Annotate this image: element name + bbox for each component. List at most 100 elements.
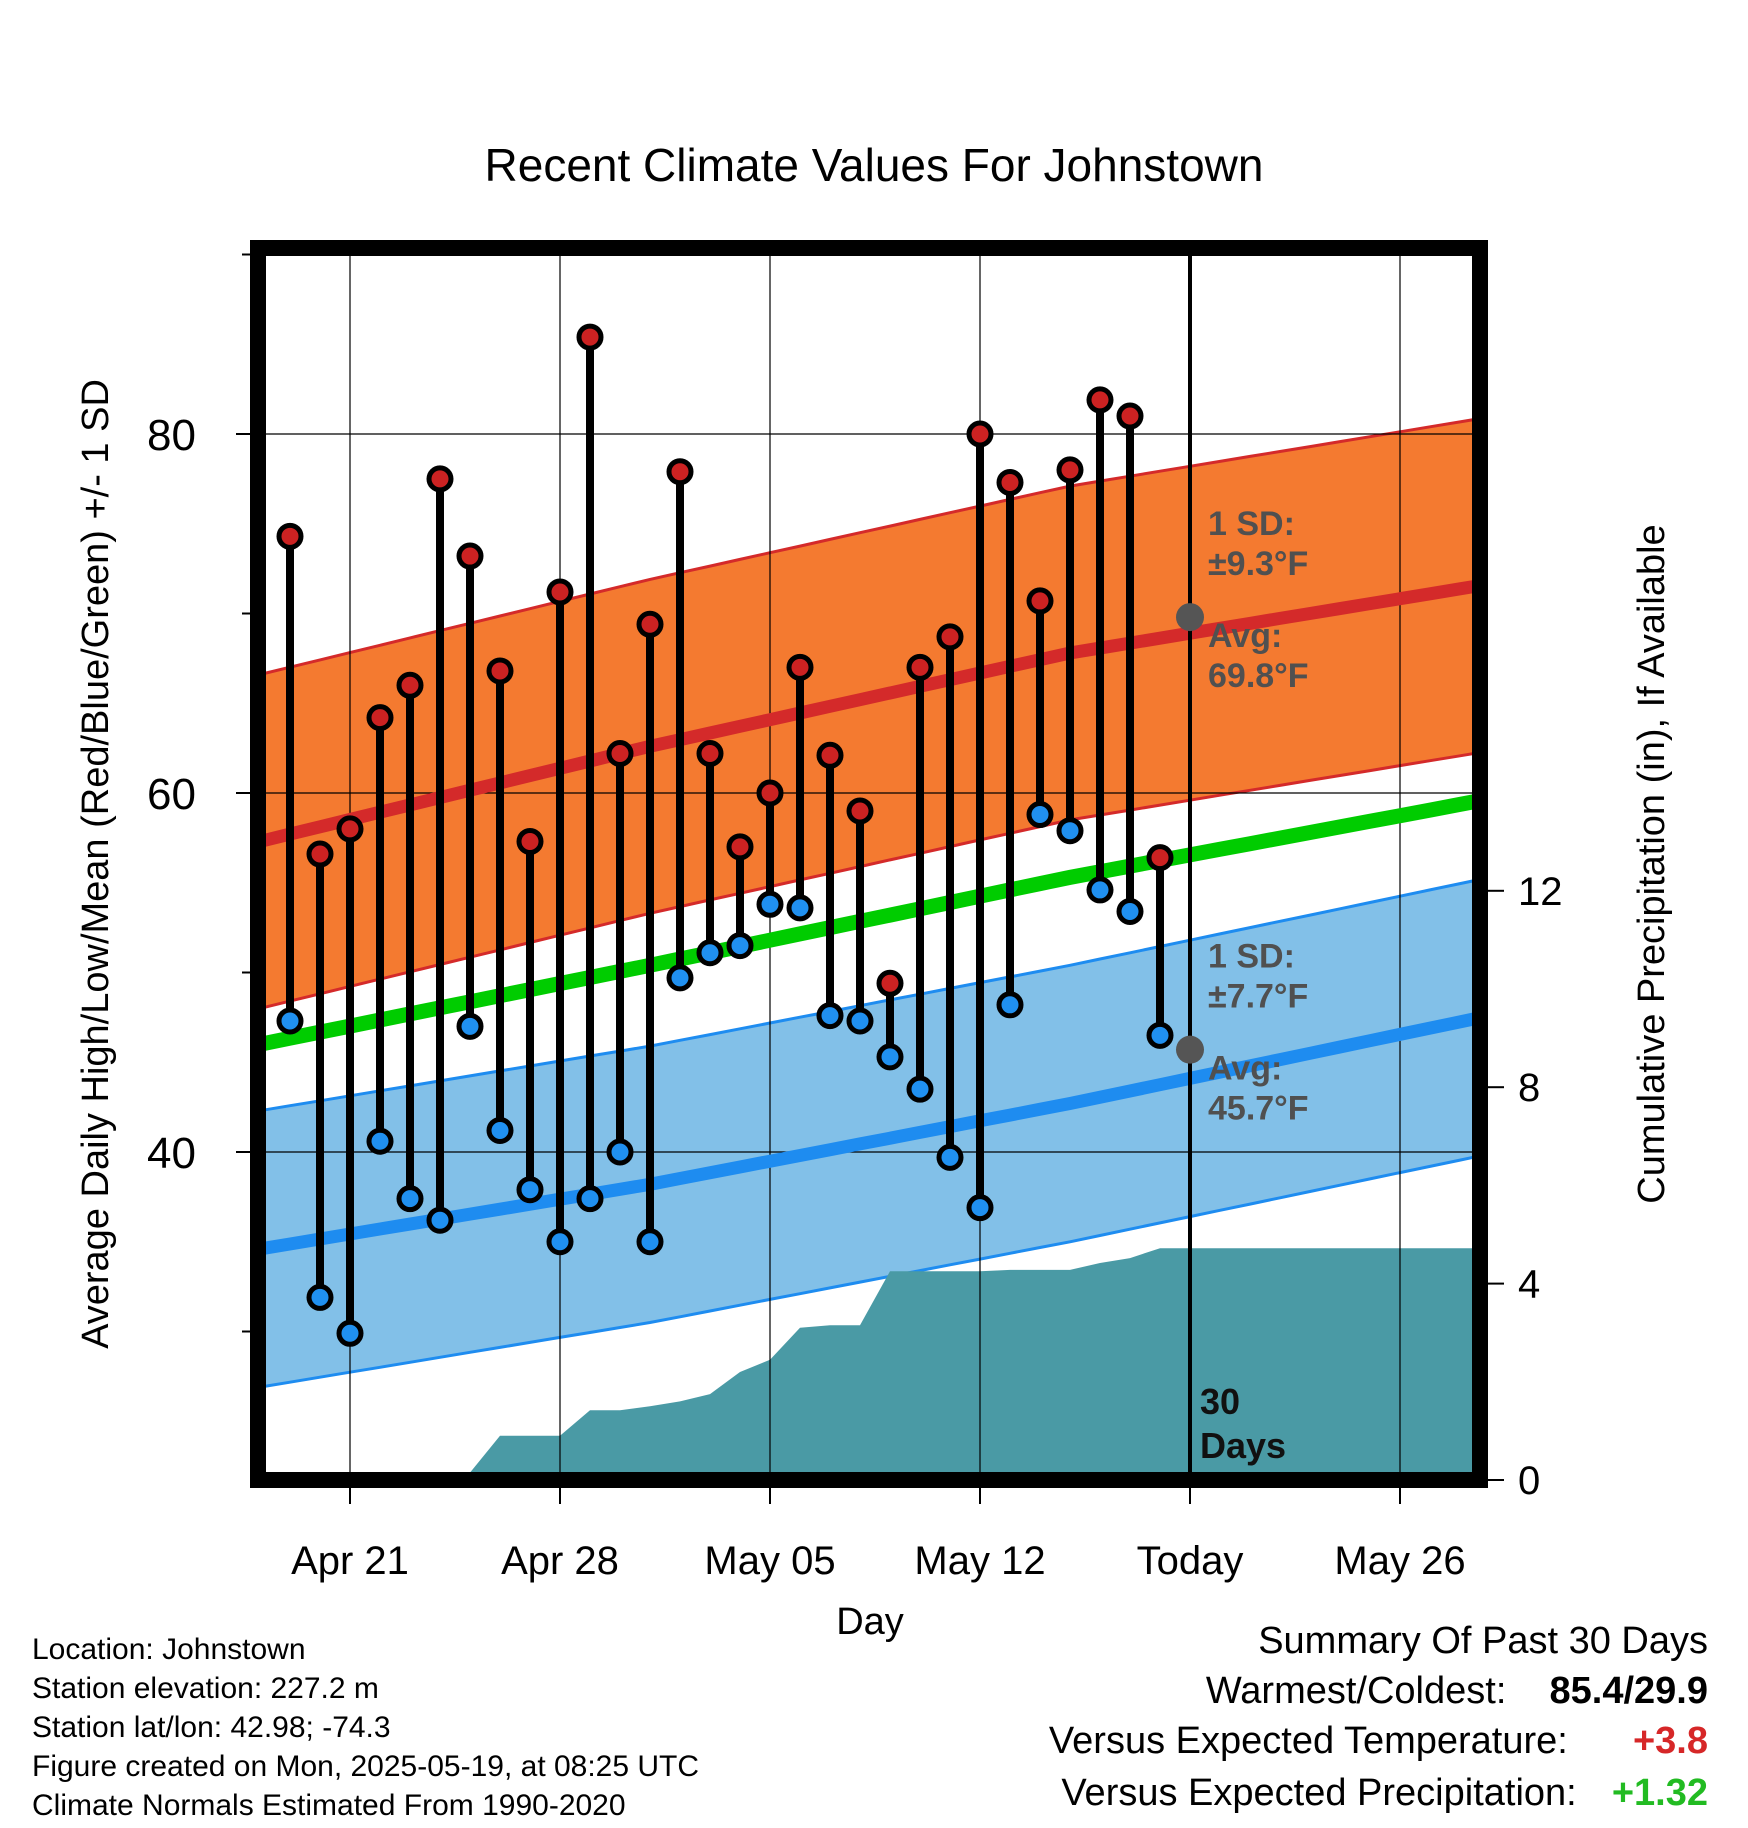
low-mean-line bbox=[258, 1011, 1480, 1256]
footer-elevation: Station elevation: 227.2 m bbox=[32, 1672, 379, 1705]
low-marker bbox=[366, 1127, 394, 1155]
high-marker bbox=[966, 420, 994, 448]
low-marker bbox=[666, 964, 694, 992]
summary-precip-value: +1.32 bbox=[1611, 1772, 1708, 1814]
plot-area bbox=[258, 248, 1480, 1480]
footer-location: Location: Johnstown bbox=[32, 1633, 306, 1666]
high-marker bbox=[336, 815, 364, 843]
plot-frame bbox=[250, 240, 1488, 1488]
footer-normals: Climate Normals Estimated From 1990-2020 bbox=[32, 1789, 626, 1822]
low-marker bbox=[756, 890, 784, 918]
cumulative-precip-area bbox=[260, 1248, 1480, 1480]
today-high-normal-marker bbox=[1176, 603, 1204, 632]
summary-temp-label: Versus Expected Temperature: bbox=[1048, 1720, 1568, 1762]
x-tick-label: May 26 bbox=[1334, 1539, 1465, 1583]
high-marker bbox=[486, 657, 514, 685]
low-marker bbox=[906, 1075, 934, 1103]
low-sd-annotation-line: ±7.7°F bbox=[1208, 978, 1308, 1016]
high-marker bbox=[426, 465, 454, 493]
low-marker bbox=[606, 1138, 634, 1166]
high-marker bbox=[516, 827, 544, 855]
high-avg-annotation-line: Avg: bbox=[1208, 617, 1282, 655]
low-marker bbox=[546, 1228, 574, 1256]
high-marker bbox=[726, 833, 754, 861]
summary-temp: Versus Expected Temperature: +3.8 bbox=[1049, 1720, 1708, 1763]
low-marker bbox=[936, 1143, 964, 1171]
low-marker bbox=[1056, 817, 1084, 845]
low-marker bbox=[336, 1319, 364, 1347]
low-marker bbox=[1026, 801, 1054, 829]
low-marker bbox=[426, 1206, 454, 1234]
high-marker bbox=[996, 468, 1024, 496]
low-sd-upper-edge bbox=[259, 877, 1480, 1113]
low-marker bbox=[786, 894, 814, 922]
high-marker bbox=[1146, 844, 1174, 872]
chart-title: Recent Climate Values For Johnstown bbox=[484, 139, 1264, 191]
low-marker bbox=[486, 1116, 514, 1144]
y2-tick-label: 0 bbox=[1518, 1459, 1540, 1503]
low-marker bbox=[696, 939, 724, 967]
summary-warmest-coldest-label: Warmest/Coldest: bbox=[1205, 1670, 1507, 1712]
x-axis-title: Day bbox=[836, 1601, 904, 1643]
low-marker bbox=[876, 1043, 904, 1071]
low-marker bbox=[636, 1228, 664, 1256]
high-mean-line bbox=[258, 578, 1480, 848]
high-marker bbox=[786, 653, 814, 681]
y2-tick-label: 12 bbox=[1518, 870, 1563, 914]
high-marker bbox=[666, 458, 694, 486]
low-marker bbox=[966, 1194, 994, 1222]
x-tick-label: Apr 28 bbox=[501, 1539, 619, 1583]
high-marker bbox=[636, 610, 664, 638]
high-marker bbox=[1086, 386, 1114, 414]
low-marker bbox=[816, 1002, 844, 1030]
high-marker bbox=[276, 522, 304, 550]
x-tick-label: May 12 bbox=[914, 1539, 1045, 1583]
x-tick-label: Apr 21 bbox=[291, 1539, 409, 1583]
high-marker bbox=[696, 740, 724, 768]
high-marker bbox=[306, 840, 334, 868]
low-sd-annotation-line: 1 SD: bbox=[1208, 938, 1295, 976]
x-tick-label: May 05 bbox=[704, 1539, 835, 1583]
low-marker bbox=[996, 991, 1024, 1019]
summary-precip: Versus Expected Precipitation: +1.32 bbox=[1061, 1772, 1708, 1815]
low-marker bbox=[516, 1176, 544, 1204]
high-marker bbox=[876, 969, 904, 997]
x-tick-label: Today bbox=[1137, 1539, 1244, 1583]
summary-heading: Summary Of Past 30 Days bbox=[1258, 1620, 1708, 1662]
low-marker bbox=[456, 1012, 484, 1040]
summary-temp-value: +3.8 bbox=[1632, 1720, 1708, 1762]
low-marker bbox=[1086, 876, 1114, 904]
low-marker bbox=[276, 1007, 304, 1035]
footer-latlon: Station lat/lon: 42.98; -74.3 bbox=[32, 1711, 391, 1744]
high-sd-lower-edge bbox=[259, 750, 1480, 1010]
low-marker bbox=[1146, 1021, 1174, 1049]
high-marker bbox=[756, 779, 784, 807]
y-tick-label: 80 bbox=[147, 411, 196, 460]
high-marker bbox=[936, 623, 964, 651]
high-marker bbox=[396, 671, 424, 699]
high-marker bbox=[1056, 456, 1084, 484]
y-tick-label: 60 bbox=[147, 770, 196, 819]
high-marker bbox=[576, 323, 604, 351]
low-marker bbox=[306, 1283, 334, 1311]
period-label: Days bbox=[1200, 1425, 1286, 1466]
summary-warmest-coldest-value: 85.4/29.9 bbox=[1549, 1670, 1708, 1712]
y-axis-title: Average Daily High/Low/Mean (Red/Blue/Gr… bbox=[75, 379, 117, 1349]
low-marker bbox=[726, 932, 754, 960]
daily-mean-line bbox=[258, 793, 1480, 1052]
summary-warmest-coldest: Warmest/Coldest: 85.4/29.9 bbox=[1206, 1670, 1708, 1713]
high-marker bbox=[606, 740, 634, 768]
high-marker bbox=[546, 578, 574, 606]
low-marker bbox=[1116, 897, 1144, 925]
high-marker bbox=[906, 653, 934, 681]
low-avg-annotation-line: Avg: bbox=[1208, 1050, 1282, 1088]
high-marker bbox=[366, 704, 394, 732]
low-marker bbox=[396, 1185, 424, 1213]
today-low-normal-marker bbox=[1176, 1035, 1204, 1064]
high-marker bbox=[846, 797, 874, 825]
y2-tick-label: 4 bbox=[1518, 1263, 1540, 1307]
footer-created: Figure created on Mon, 2025-05-19, at 08… bbox=[32, 1750, 700, 1783]
period-label: 30 bbox=[1200, 1381, 1240, 1422]
